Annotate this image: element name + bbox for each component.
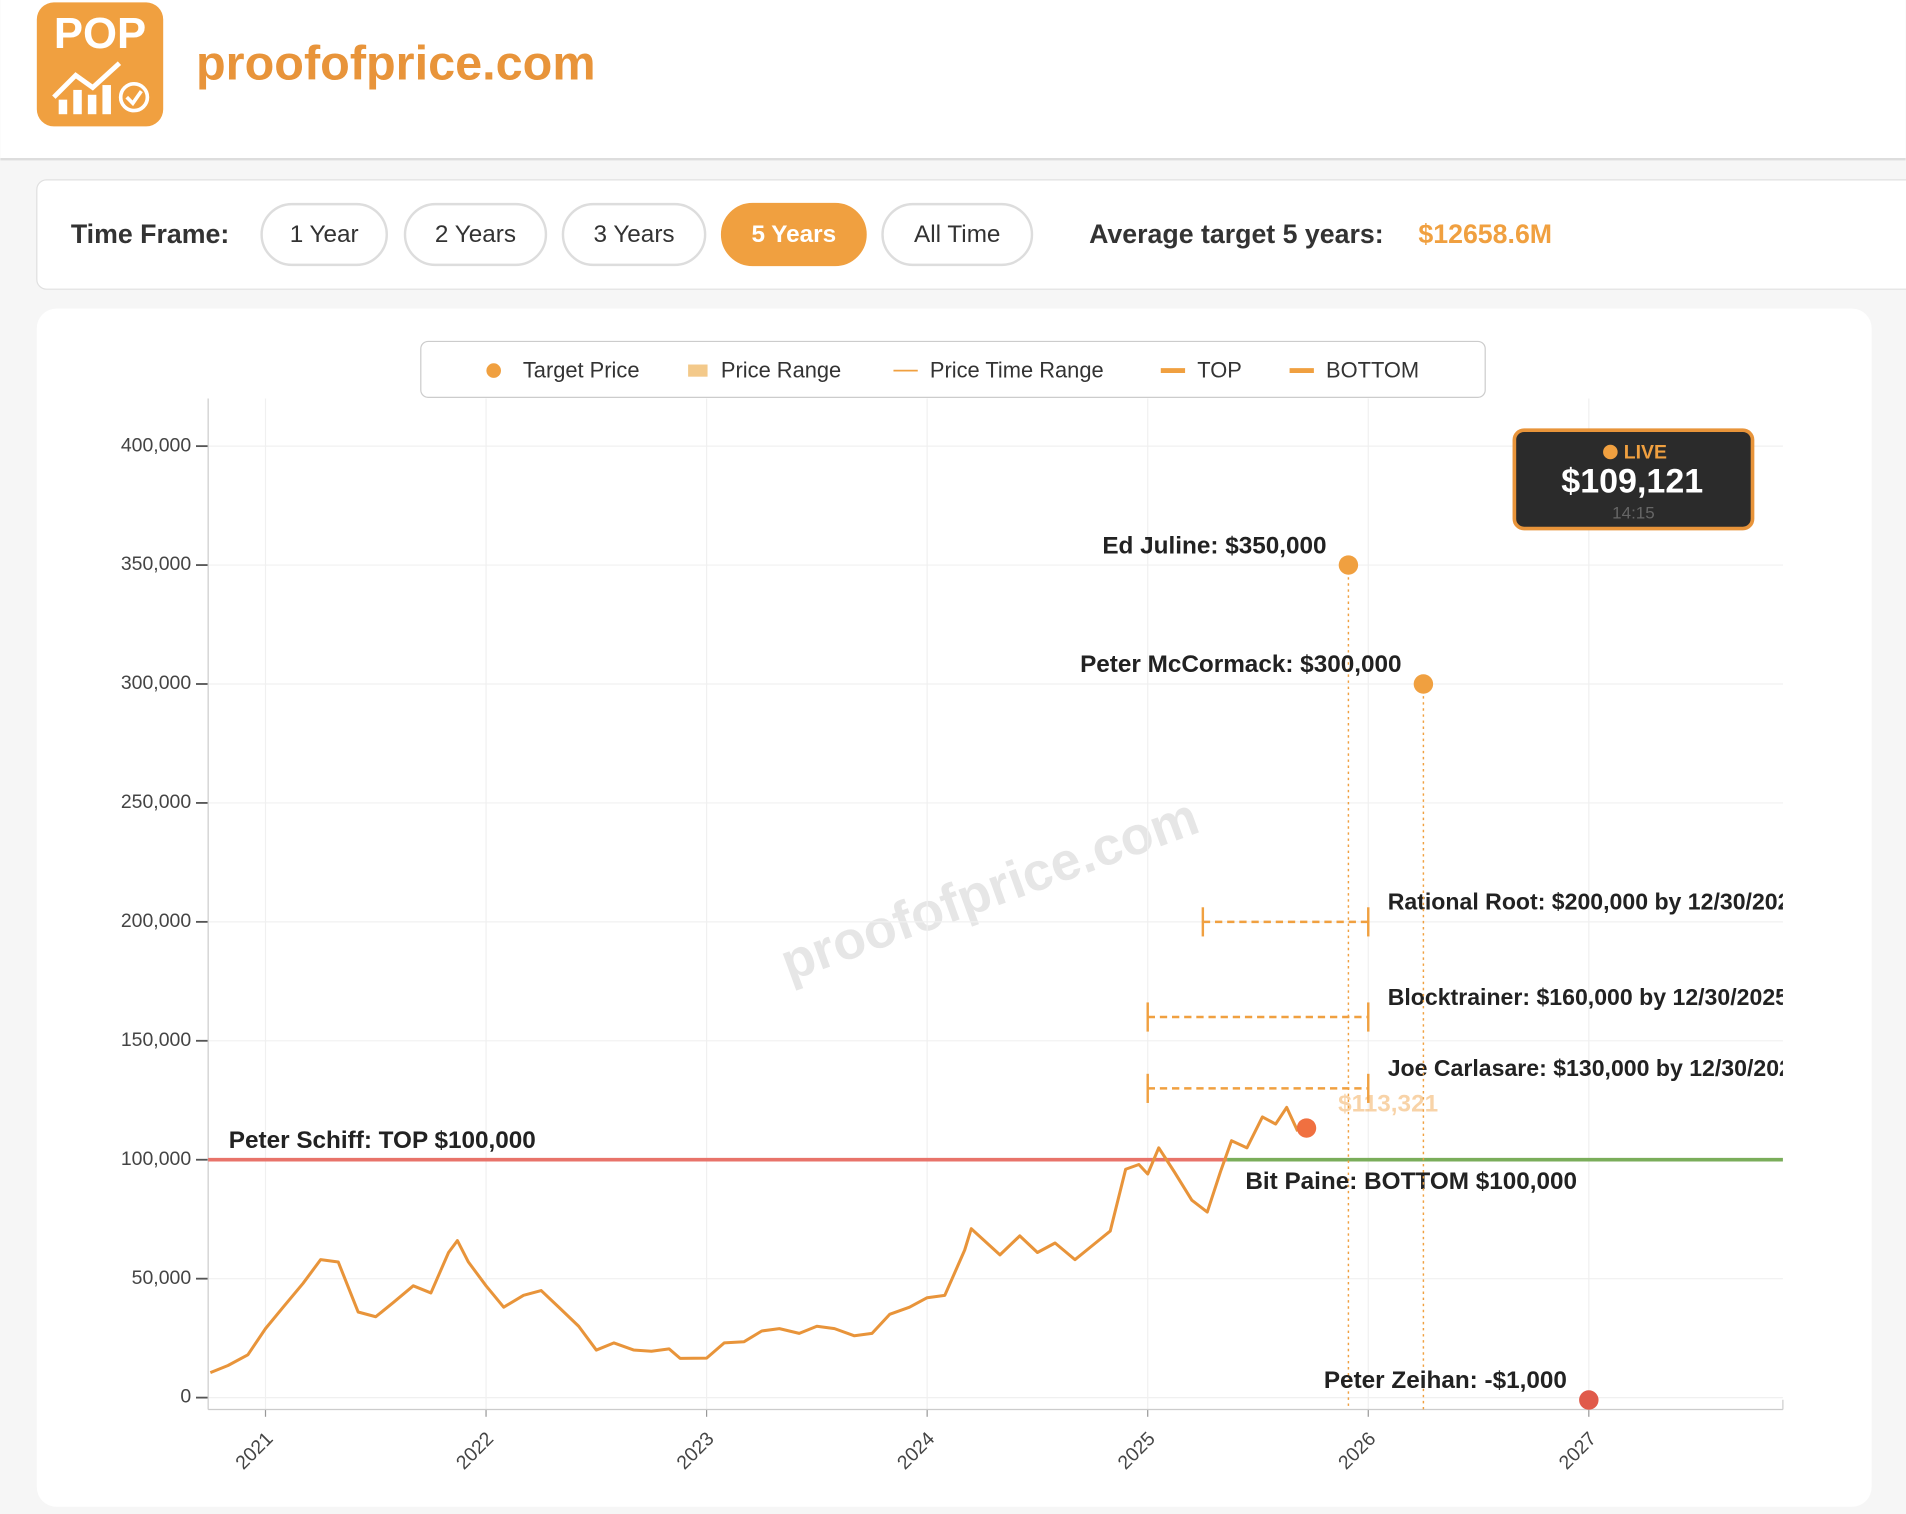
legend-item[interactable]: Price Time Range [893,358,1104,383]
button-label: 1 Year [290,221,359,248]
live-time: 14:15 [1612,503,1655,522]
button-bg [403,202,548,267]
y-tick-label: 200,000 [121,910,191,932]
y-tick-label: 250,000 [121,791,191,813]
button-label: All Time [914,221,1000,248]
target-dot [1338,555,1359,575]
button-label: 2 Years [435,221,516,248]
y-tick-label: 50,000 [132,1267,192,1289]
logo[interactable]: POP [36,2,164,127]
legend-label: TOP [1197,358,1242,383]
y-tick-label: 100,000 [121,1148,191,1170]
legend-box [420,340,1486,398]
average-label: Average target 5 years: [1089,219,1384,249]
legend-marker [688,364,708,377]
legend-label: Price Time Range [930,358,1104,383]
button-label: 5 Years [751,221,836,248]
legend-label: BOTTOM [1326,358,1419,383]
live-box [1512,428,1755,531]
level-label: Bit Paine: BOTTOM $100,000 [1245,1168,1577,1195]
legend-item[interactable]: TOP [1160,358,1242,383]
range-label: Rational Root: $200,000 by 12/30/2025 [1388,889,1804,915]
y-tick-label: 400,000 [121,434,191,456]
timeframe-button[interactable]: 5 Years [720,202,867,267]
timeframe-button[interactable]: 3 Years [561,202,707,267]
timeframe-button[interactable]: 2 Years [403,202,548,267]
header [0,0,1906,160]
timeframe-button[interactable]: All Time [881,202,1034,267]
range-labels: Rational Root: $200,000 by 12/30/2025 Blo… [1388,889,1805,1082]
average-value: $12658.6M [1418,219,1552,249]
legend-item[interactable]: Target Price [486,358,639,383]
legend-marker [486,363,501,378]
range-label: Joe Carlasare: $130,000 by 12/30/2025 [1388,1055,1805,1081]
chart-card [36,308,1872,1507]
live-dot [1603,444,1618,460]
y-tick-label: 0 [180,1386,191,1408]
button-bg [720,202,867,267]
button-bg [260,202,388,267]
button-label: 3 Years [594,221,675,248]
y-tick-label: 350,000 [121,553,191,575]
level-label: Peter Schiff: TOP $100,000 [229,1127,536,1154]
legend-item[interactable]: BOTTOM [1289,358,1420,383]
button-bg [561,202,707,267]
logo-text: POP [54,9,146,58]
button-bg [881,202,1034,267]
logo-icon [58,85,111,115]
timeframe-buttons: 1 Year 2 Years 3 Years 5 Years All Time [260,202,1034,267]
current-label: $113,321 [1338,1090,1438,1117]
site-name[interactable]: proofofprice.com [196,37,596,91]
live-label: LIVE [1624,441,1667,463]
target-label: Ed Juline: $350,000 [1102,532,1326,559]
current-dot [1296,1118,1317,1138]
legend-label: Target Price [523,358,640,383]
target-dot [1579,1390,1599,1410]
logo-check-mark [125,90,143,107]
range-label: Blocktrainer: $160,000 by 12/30/2025 [1388,984,1788,1010]
logo-arrow [52,61,122,99]
price-line [209,1105,1300,1375]
timeframe-label: Time Frame: [71,219,229,249]
target-label: Peter McCormack: $300,000 [1080,651,1401,678]
timeframe-button[interactable]: 1 Year [260,202,388,267]
legend-item[interactable]: Price Range [688,358,841,383]
legend-label: Price Range [721,358,841,383]
target-dot [1413,674,1434,694]
logo-check [118,82,150,113]
target-label: Peter Zeihan: -$1,000 [1324,1367,1567,1394]
y-tick-label: 300,000 [121,672,191,694]
live-price: $109,121 [1561,463,1703,501]
y-tick-label: 150,000 [121,1029,191,1051]
